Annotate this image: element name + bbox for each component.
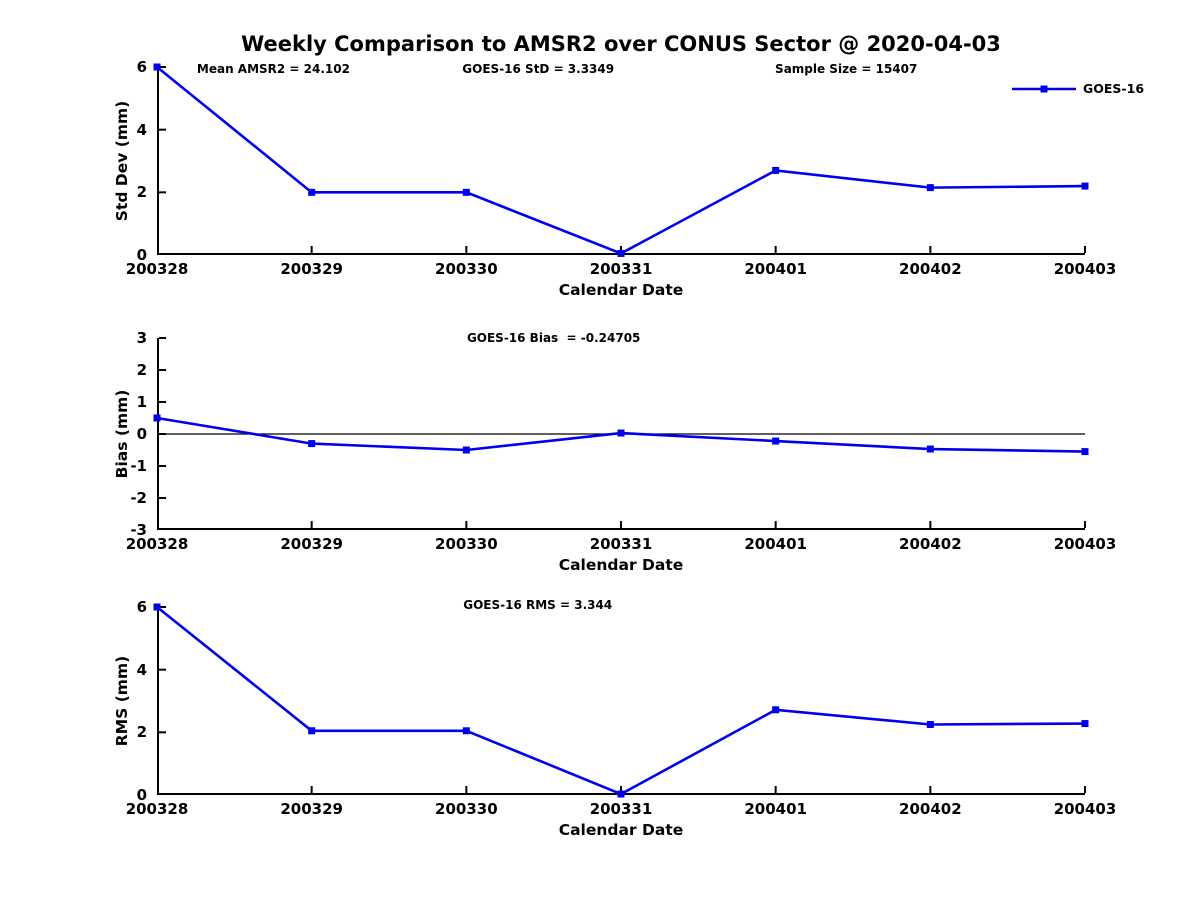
plot-canvas: [153, 603, 1089, 798]
x-axis-tick-label: 200403: [1053, 260, 1117, 278]
x-axis-tick-label: 200403: [1053, 800, 1117, 818]
y-axis-tick-label: 0: [136, 246, 147, 264]
data-point-marker: [308, 188, 316, 196]
y-axis-tick-label: 4: [136, 660, 147, 679]
y-axis-label: Bias (mm): [113, 389, 131, 479]
x-axis-tick-label: 200329: [280, 800, 343, 818]
x-axis-tick-label: 200331: [589, 800, 653, 818]
y-axis-tick-label: 4: [136, 120, 147, 139]
y-axis-tick-label: 2: [136, 723, 147, 742]
data-point-marker: [1081, 448, 1089, 456]
y-axis-tick-label: 6: [136, 598, 147, 616]
y-axis-label: RMS (mm): [113, 655, 131, 747]
y-axis-tick-label: -1: [130, 457, 147, 475]
y-axis-tick-label: -2: [130, 489, 147, 507]
x-axis-tick-label: 200329: [280, 260, 343, 278]
annotation-text: GOES-16 Bias = -0.24705: [466, 331, 641, 345]
data-point-marker: [308, 440, 316, 448]
y-axis-label: Std Dev (mm): [113, 100, 131, 222]
x-axis-tick-label: 200329: [280, 535, 343, 553]
y-axis-tick-label: 0: [136, 786, 147, 804]
y-axis-tick-label: 3: [136, 329, 147, 347]
annotation-text: GOES-16 StD = 3.3349: [462, 62, 615, 76]
x-axis-tick-label: 200328: [125, 260, 189, 278]
data-point-marker: [617, 429, 625, 437]
data-point-marker: [308, 727, 316, 735]
x-axis-tick-label: 200403: [1053, 535, 1117, 553]
x-axis-label: Calendar Date: [558, 556, 684, 574]
x-axis-tick-label: 200328: [125, 535, 189, 553]
data-point-marker: [617, 249, 625, 257]
data-point-marker: [926, 184, 934, 192]
legend-label: GOES-16: [1083, 81, 1145, 96]
x-axis-tick-label: 200401: [744, 260, 807, 278]
data-point-marker: [1081, 720, 1089, 728]
data-point-marker: [772, 166, 780, 174]
data-point-marker: [462, 446, 470, 454]
y-axis-tick-label: 2: [136, 361, 147, 379]
y-axis-tick-label: -3: [130, 521, 147, 539]
x-axis-label: Calendar Date: [558, 821, 684, 839]
data-point-marker: [462, 188, 470, 196]
y-axis-tick-label: 0: [136, 425, 147, 443]
legend-line-marker-icon: [1012, 85, 1076, 93]
annotation-text: Mean AMSR2 = 24.102: [196, 62, 350, 76]
x-axis-tick-label: 200330: [435, 800, 498, 818]
x-axis-tick-label: 200330: [435, 535, 498, 553]
x-axis-tick-label: 200402: [899, 535, 962, 553]
x-axis-tick-label: 200330: [435, 260, 498, 278]
data-point-marker: [462, 727, 470, 735]
data-point-marker: [772, 706, 780, 714]
x-axis-tick-label: 200402: [899, 800, 962, 818]
data-point-marker: [926, 445, 934, 453]
annotation-text: Sample Size = 15407: [775, 62, 918, 76]
data-point-marker: [153, 414, 161, 422]
legend: GOES-16: [1012, 82, 1144, 96]
data-point-marker: [153, 63, 161, 71]
plot-canvas: [153, 337, 1089, 530]
y-axis-tick-label: 6: [136, 58, 147, 76]
x-axis-tick-label: 200401: [744, 800, 807, 818]
data-line: [156, 605, 1086, 796]
x-axis-label: Calendar Date: [558, 281, 684, 299]
data-point-marker: [772, 437, 780, 445]
x-axis-tick-label: 200328: [125, 800, 189, 818]
data-line: [156, 65, 1086, 255]
x-axis-tick-label: 200401: [744, 535, 807, 553]
plot-canvas: [153, 63, 1089, 257]
data-point-marker: [153, 603, 161, 611]
data-line: [156, 416, 1086, 453]
x-axis-tick-label: 200331: [589, 535, 653, 553]
x-axis-tick-label: 200402: [899, 260, 962, 278]
data-point-marker: [1081, 182, 1089, 190]
data-point-marker: [617, 790, 625, 798]
data-point-marker: [926, 721, 934, 728]
y-axis-tick-label: 2: [136, 183, 147, 202]
x-axis-tick-label: 200331: [589, 260, 653, 278]
figure-title: Weekly Comparison to AMSR2 over CONUS Se…: [241, 32, 1001, 56]
legend-marker: [1040, 85, 1048, 93]
y-axis-tick-label: 1: [136, 393, 147, 411]
annotation-text: GOES-16 RMS = 3.344: [463, 598, 613, 612]
